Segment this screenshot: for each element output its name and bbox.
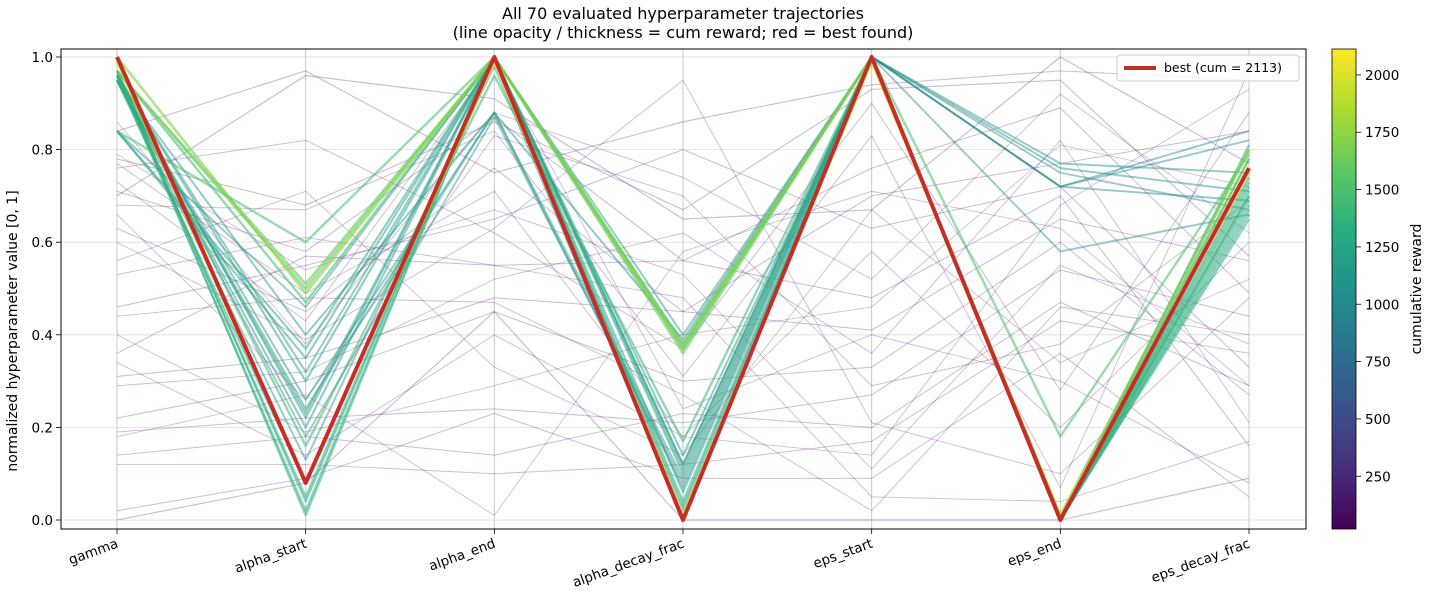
trajectory-line: [116, 153, 1250, 470]
y-ticks: 0.0 0.2 0.4 0.6 0.8 1.0: [32, 50, 61, 529]
y-tick-label: 0.0: [32, 513, 53, 529]
trajectory-line: [116, 190, 1250, 456]
trajectory-line: [116, 297, 1250, 512]
trajectory-line: [116, 301, 1250, 456]
trajectory-line: [116, 107, 1250, 294]
colorbar-tick-label: 1750: [1365, 125, 1399, 141]
x-ticks: gamma alpha_start alpha_end alpha_decay_fra…: [67, 529, 1252, 591]
x-tick-label-alpha_decay_frac: alpha_decay_frac: [570, 536, 686, 591]
colorbar-ticks: 250 500 750 1000 1250 1500 1750 2000: [1356, 68, 1399, 485]
trajectory-line: [116, 190, 1250, 516]
parallel-axes: [116, 49, 1250, 529]
colorbar: 250 500 750 1000 1250 1500 1750 2000 cumulative…: [1331, 48, 1425, 530]
colorbar-gradient: [1331, 48, 1357, 530]
y-axis-label: normalized hyperparameter value [0, 1]: [5, 190, 21, 471]
x-tick-label-eps_end: eps_end: [1006, 536, 1064, 570]
legend: best (cum = 2113): [1116, 54, 1300, 82]
colorbar-tick-label: 500: [1365, 412, 1391, 428]
trajectory-line: [116, 70, 1250, 174]
trajectory-line: [116, 56, 1250, 220]
trajectory-line: [116, 139, 1250, 424]
trajectory-line: [116, 269, 1250, 433]
colorbar-label: cumulative reward: [1409, 224, 1425, 355]
y-tick-label: 1.0: [32, 50, 53, 66]
trajectory-line: [116, 56, 1250, 466]
trajectory-line: [116, 56, 1250, 489]
plot-frame: [60, 48, 1307, 530]
best-trajectory-line: [115, 55, 1251, 522]
y-tick-label: 0.6: [32, 235, 53, 251]
trajectory-line: [116, 55, 1250, 373]
trajectory-line: [116, 218, 1250, 377]
y-tick-label: 0.2: [32, 420, 53, 436]
x-tick-label-eps_start: eps_start: [811, 536, 875, 572]
x-tick-label-eps_decay_frac: eps_decay_frac: [1149, 536, 1252, 587]
legend-best-label: best (cum = 2113): [1164, 60, 1282, 75]
trajectory-line: [116, 237, 1250, 502]
trajectory-lines: [115, 55, 1251, 522]
trajectory-line: [117, 320, 1250, 475]
trajectory-line: [116, 195, 1250, 447]
trajectory-line: [116, 56, 1250, 484]
x-tick-label-alpha_start: alpha_start: [232, 536, 309, 577]
trajectory-line: [116, 144, 1250, 433]
y-tick-label: 0.8: [32, 143, 53, 159]
y-tick-label: 0.4: [32, 328, 53, 344]
colorbar-tick-label: 1250: [1365, 240, 1399, 256]
chart-title: All 70 evaluated hyperparameter trajecto…: [502, 4, 864, 23]
x-tick-label-alpha_end: alpha_end: [427, 536, 498, 575]
trajectory-line: [116, 149, 1250, 368]
colorbar-tick-label: 1500: [1365, 183, 1399, 199]
trajectory-line: [116, 56, 1250, 508]
trajectory-line: [116, 61, 1250, 484]
trajectory-line: [116, 135, 1250, 401]
x-tick-label-gamma: gamma: [67, 536, 121, 569]
trajectory-line: [116, 89, 1250, 456]
trajectory-line: [116, 70, 1250, 489]
trajectory-line: [116, 93, 1250, 345]
trajectory-line: [116, 79, 1250, 257]
colorbar-tick-label: 750: [1365, 355, 1391, 371]
colorbar-tick-label: 1000: [1365, 297, 1399, 313]
trajectory-line: [116, 79, 1250, 475]
legend-box: [1116, 54, 1300, 82]
best-trajectory: [115, 55, 1251, 522]
chart-subtitle: (line opacity / thickness = cum reward; …: [453, 23, 914, 42]
colorbar-tick-label: 250: [1365, 469, 1391, 485]
colorbar-tick-label: 2000: [1365, 68, 1399, 84]
trajectory-line: [116, 56, 1250, 341]
trajectory-line: [116, 130, 1250, 313]
